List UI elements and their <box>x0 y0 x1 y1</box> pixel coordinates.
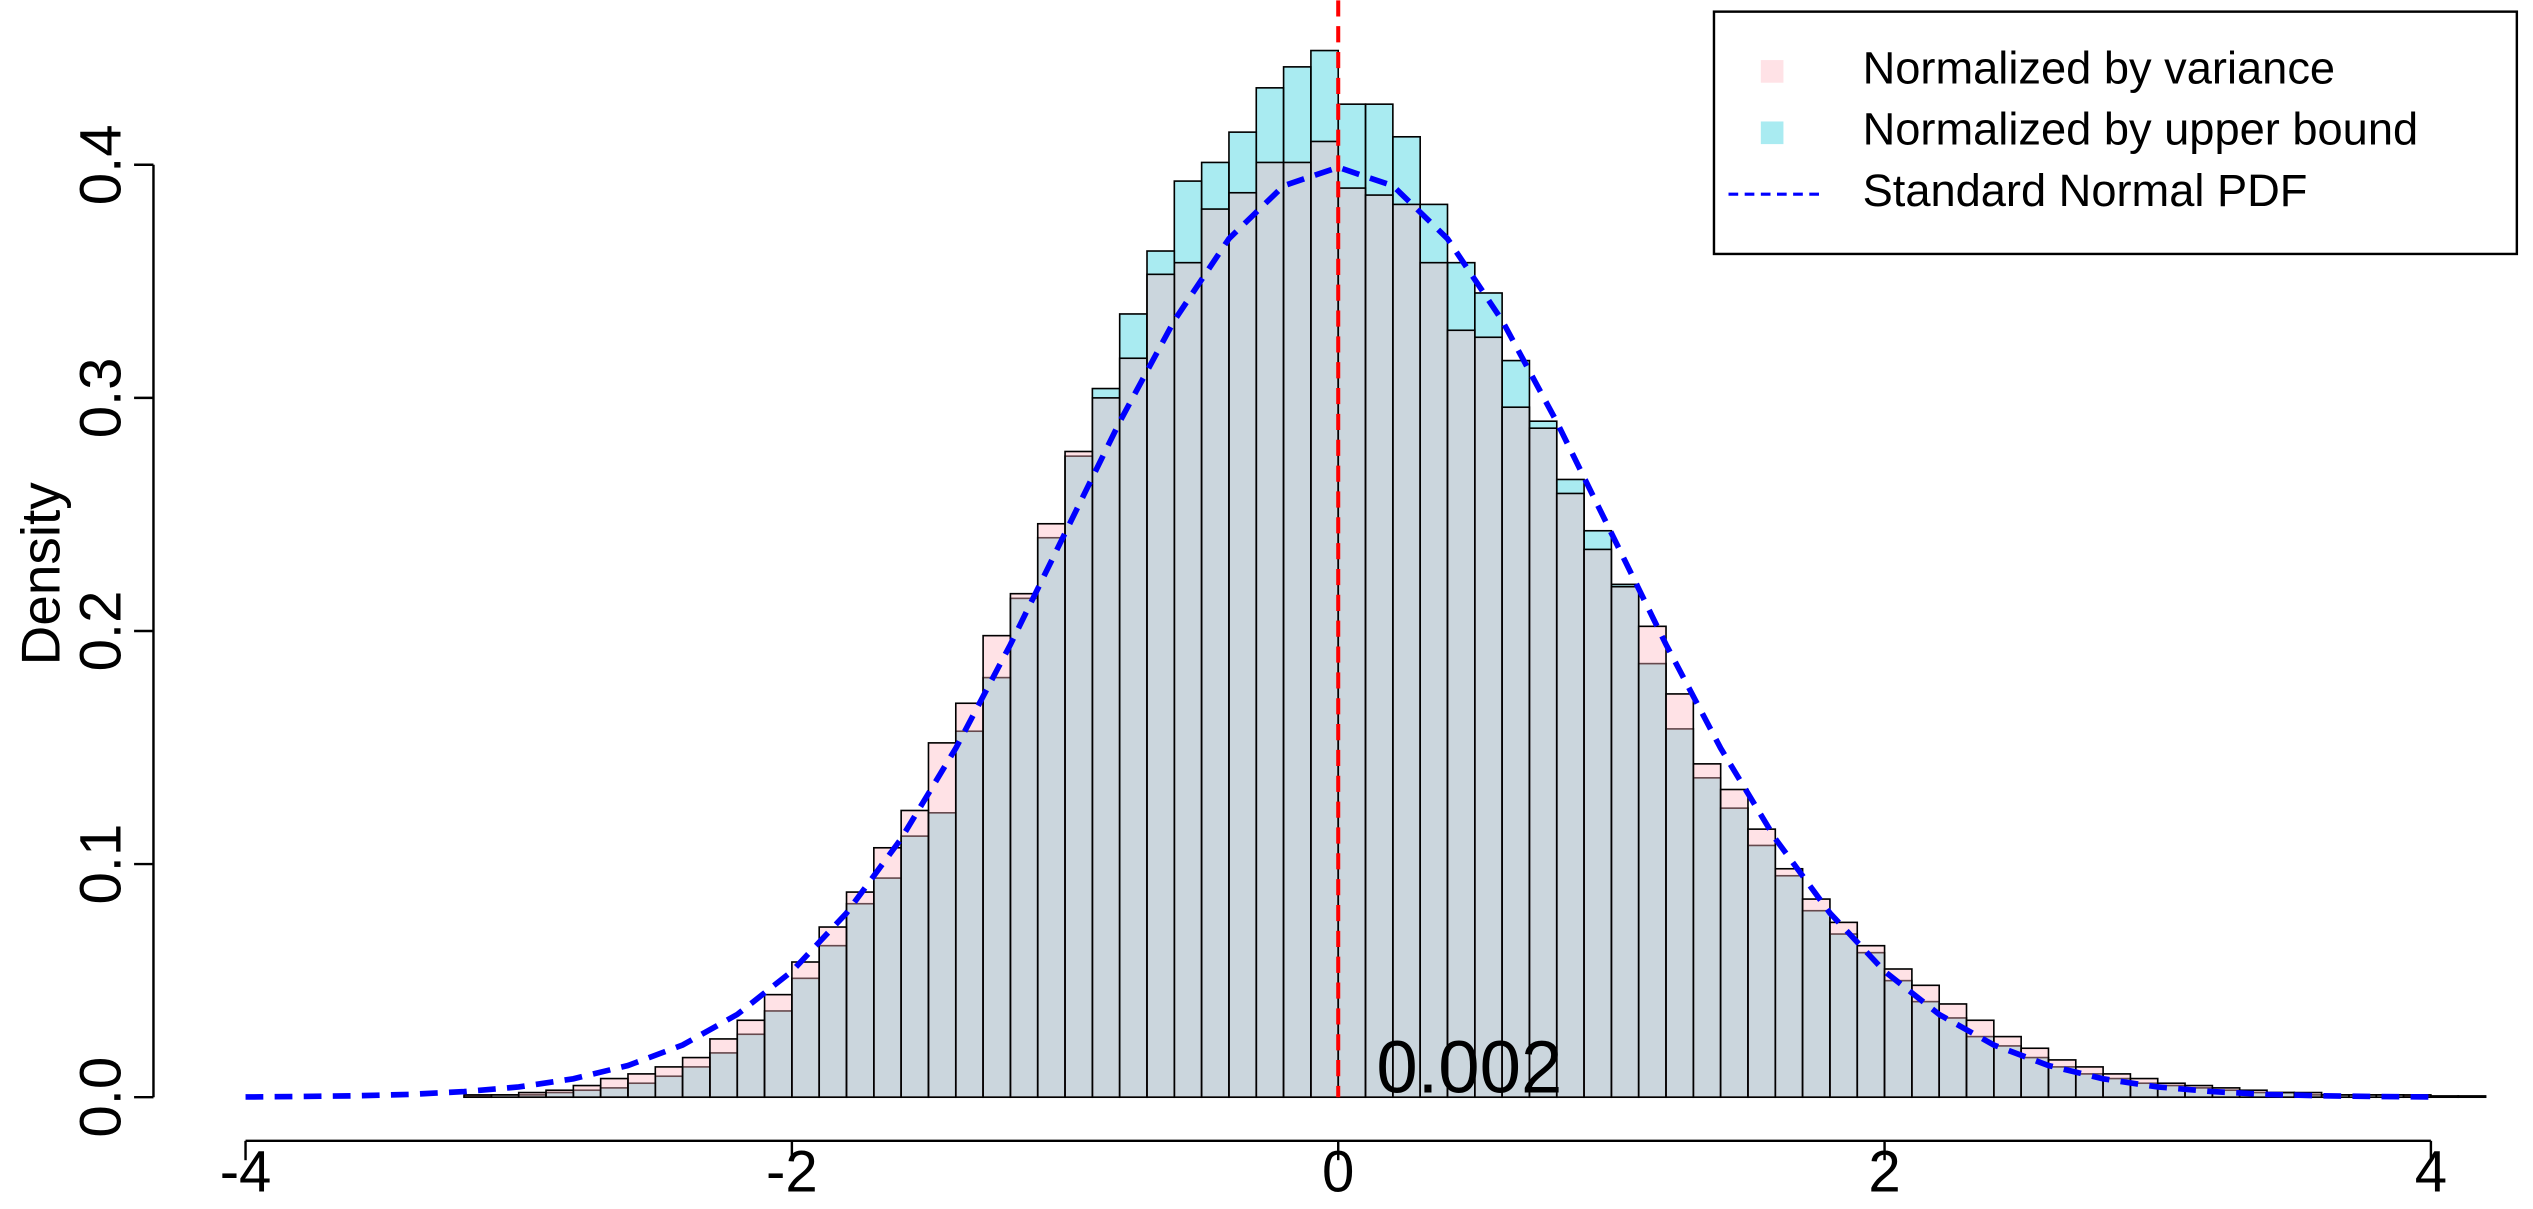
histogram-bar <box>1118 357 1148 1099</box>
histogram-bar <box>1774 874 1804 1099</box>
y-tick-label: 0.0 <box>68 1057 133 1138</box>
histogram-bar <box>1719 788 1749 1099</box>
y-axis-label: Density <box>10 482 72 666</box>
histogram-bar <box>627 1073 657 1099</box>
histogram-bar <box>954 702 984 1099</box>
histogram-bar <box>1146 250 1176 1099</box>
histogram-bar <box>1938 1017 1968 1099</box>
histogram-bar <box>927 742 957 1099</box>
legend-label: Normalized by variance <box>1863 42 2335 93</box>
histogram-bar <box>1064 455 1094 1099</box>
histogram-bar <box>2430 1095 2460 1099</box>
histogram-bar <box>1255 87 1285 1099</box>
histogram-bar <box>1883 968 1913 1099</box>
histogram-bar <box>1255 161 1285 1099</box>
histogram-bar <box>1501 406 1531 1099</box>
histogram-bar <box>1282 66 1312 1099</box>
x-tick-label: -2 <box>766 1140 818 1205</box>
histogram-bar <box>1993 1035 2022 1099</box>
histogram-bar <box>1173 261 1203 1099</box>
histogram-bar <box>1747 844 1777 1099</box>
histogram-bar <box>1228 191 1258 1099</box>
histogram-bar <box>1146 273 1176 1099</box>
histogram-bar <box>517 1091 547 1099</box>
histogram-bar <box>818 926 848 1099</box>
histogram-bar <box>900 835 930 1099</box>
histogram-bar <box>1528 427 1558 1099</box>
pdf-curve <box>245 164 2431 1100</box>
histogram-bar <box>954 730 984 1099</box>
histogram-bar <box>873 846 902 1099</box>
histogram-bar <box>1392 135 1421 1099</box>
x-tick-label: 2 <box>1868 1140 1900 1205</box>
histogram-bar <box>709 1038 739 1099</box>
histogram-bar <box>490 1094 520 1099</box>
x-tick-label: 4 <box>2415 1140 2447 1205</box>
histogram-bar <box>845 891 875 1099</box>
histogram-bar <box>1446 329 1476 1099</box>
annotation: 0.002 <box>1376 1026 1562 1109</box>
histogram-bar <box>1583 548 1613 1099</box>
histogram-bar <box>654 1066 684 1099</box>
histogram-bar <box>791 961 821 1099</box>
histogram-bar <box>982 676 1012 1099</box>
legend-label: Standard Normal PDF <box>1863 165 2308 216</box>
histogram-bar <box>763 993 793 1099</box>
histogram-bar <box>1938 1003 1968 1099</box>
histogram-bar <box>599 1077 629 1099</box>
histogram-bar <box>545 1089 575 1099</box>
histogram-bar <box>2047 1059 2077 1099</box>
histogram-bar <box>1228 131 1258 1099</box>
histogram-bar <box>900 809 930 1099</box>
histogram-bar <box>1419 261 1449 1099</box>
histogram-bar <box>1091 397 1121 1099</box>
histogram-bar <box>1829 921 1859 1099</box>
x-tick-label: -4 <box>220 1140 272 1205</box>
y-tick-label: 0.3 <box>68 357 133 438</box>
histogram-bar <box>1637 625 1667 1099</box>
histogram-bar <box>1692 777 1722 1099</box>
histogram-bar <box>1883 979 1913 1099</box>
histogram-bar <box>1665 693 1695 1099</box>
histogram-bar <box>1364 194 1394 1099</box>
histogram-bar <box>1200 208 1230 1099</box>
y-tick-label: 0.4 <box>68 124 133 205</box>
histogram-bar <box>572 1084 602 1099</box>
histogram-bar <box>1610 583 1640 1099</box>
histogram-bar <box>681 1056 711 1099</box>
y-tick-label: 0.2 <box>68 591 133 672</box>
histogram-bar <box>736 1019 766 1099</box>
histogram-bar <box>463 1094 493 1099</box>
histogram-bar <box>982 634 1012 1099</box>
legend-swatch <box>1760 121 1784 145</box>
histogram-bar <box>1474 336 1503 1099</box>
legend-box <box>1712 10 2519 256</box>
histogram-bar <box>1911 984 1941 1099</box>
histogram-bar <box>1064 450 1094 1099</box>
histogram-bar <box>1310 140 1340 1099</box>
histogram-bar <box>1392 203 1421 1099</box>
histogram-bar <box>1555 492 1585 1099</box>
histogram-bar <box>1009 592 1039 1099</box>
legend-label: Normalized by upper bound <box>1863 104 2419 155</box>
histogram-bar <box>1200 161 1230 1099</box>
histogram-bar <box>1692 763 1722 1099</box>
y-tick-label: 0.1 <box>68 824 133 905</box>
histogram-bar <box>1747 828 1777 1099</box>
histogram-bar <box>1282 161 1312 1099</box>
histogram-bar <box>1036 522 1066 1099</box>
histogram-bar <box>1774 867 1804 1099</box>
legend-swatch <box>1760 60 1784 83</box>
histogram-bar <box>1337 187 1367 1099</box>
histogram-bar <box>1610 585 1640 1099</box>
histogram-bar <box>1036 536 1066 1099</box>
histogram-bar <box>2457 1095 2487 1099</box>
histogram-bar <box>1801 898 1831 1099</box>
x-tick-label: 0 <box>1322 1140 1354 1205</box>
histogram-bar <box>1856 944 1886 1099</box>
